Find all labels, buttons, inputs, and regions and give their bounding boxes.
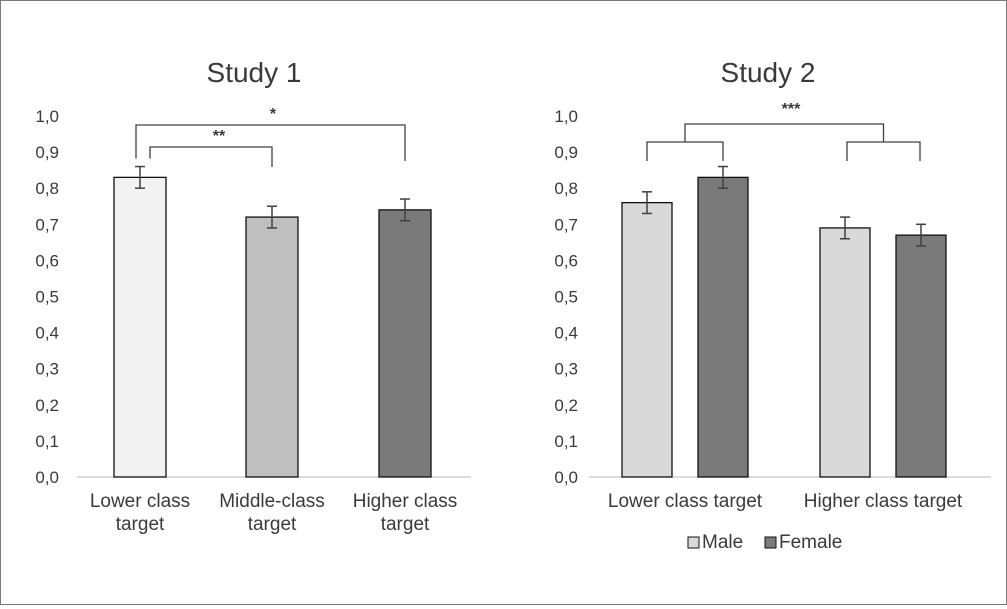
chart-title: Study 1 [207,57,302,88]
y-tick-label: 1,0 [554,107,578,126]
significance-bracket [135,124,406,161]
y-tick-label: 0,5 [554,288,578,307]
y-tick-label: 0,2 [35,396,59,415]
y-tick-label: 0,2 [554,396,578,415]
significance-label: * [270,106,277,123]
y-tick-label: 0,3 [554,360,578,379]
significance-label: *** [782,101,801,118]
significance-bracket [684,123,885,142]
y-tick-label: 0,0 [35,468,59,487]
y-tick-label: 0,9 [35,143,59,162]
y-tick-label: 0,4 [554,324,578,343]
y-tick-label: 1,0 [35,107,59,126]
y-tick-label: 0,6 [35,251,59,270]
y-tick-label: 0,8 [554,179,578,198]
y-tick-label: 0,5 [35,288,59,307]
category-label: Lower class target [90,491,190,535]
y-tick-label: 0,9 [554,143,578,162]
y-tick-label: 0,8 [35,179,59,198]
category-label: Higher class target [804,491,963,512]
category-label: Higher class target [353,491,458,535]
chart-study-1: Study 1 0,0 0,1 0,2 0,3 0,4 0,5 0,6 0,7 0,8 0,9 1,… [35,57,471,535]
category-label: Lower class target [608,491,763,512]
significance-label: ** [213,128,226,145]
y-tick-label: 0,7 [35,215,59,234]
bar [895,234,947,478]
y-tick-label: 0,1 [554,432,578,451]
bar [819,227,871,478]
y-tick-label: 0,6 [554,251,578,270]
significance-sub-bracket [846,141,921,161]
significance-sub-bracket [646,141,724,161]
legend-swatch [764,536,777,549]
bar [113,176,167,478]
legend-label: Female [779,532,842,553]
chart-title: Study 2 [721,57,816,88]
significance-bracket [149,146,273,167]
bar [378,209,432,478]
y-tick-label: 0,0 [554,468,578,487]
legend-swatch [687,536,700,549]
legend: Male Female [687,532,842,553]
bar [621,201,673,478]
bar [697,176,749,478]
y-tick-label: 0,4 [35,324,59,343]
y-tick-label: 0,3 [35,360,59,379]
chart-study-2: Study 2 0,0 0,1 0,2 0,3 0,4 0,5 0,6 0,7 0,8 0,9 1,… [554,57,991,553]
y-tick-label: 0,7 [554,215,578,234]
bar [245,216,299,478]
y-tick-label: 0,1 [35,432,59,451]
category-label: Middle-class target [219,491,325,535]
legend-label: Male [702,532,743,553]
